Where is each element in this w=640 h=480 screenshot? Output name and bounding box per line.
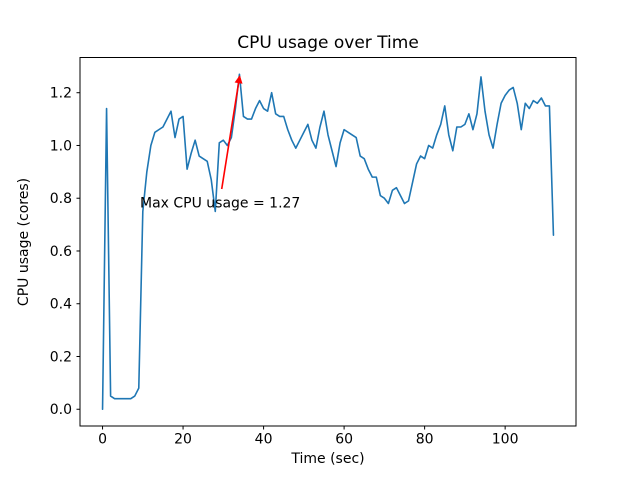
- y-tick-label: 0.0: [50, 402, 72, 418]
- y-tick-label: 0.8: [50, 191, 72, 207]
- cpu-usage-line: [101, 73, 555, 411]
- x-tick-label: 60: [335, 432, 353, 448]
- y-tick-label: 0.6: [50, 244, 72, 260]
- x-axis-label: Time (sec): [290, 451, 364, 467]
- y-tick-label: 0.4: [50, 297, 72, 313]
- y-axis-label: CPU usage (cores): [16, 178, 32, 306]
- y-tick-label: 1.0: [50, 138, 72, 154]
- annotation-arrow: [220, 75, 243, 190]
- axes-spines: [79, 57, 577, 427]
- y-tick-label: 0.2: [50, 349, 72, 365]
- plot-area: 0 20 40 60 80 100 0.0 0.2 0.4 0.6 0.8 1.0 1.2: [50, 57, 577, 448]
- x-tick-label: 0: [98, 432, 107, 448]
- chart-title: CPU usage over Time: [237, 33, 419, 53]
- y-tick-label: 1.2: [50, 86, 72, 102]
- x-tick-label: 100: [492, 432, 519, 448]
- x-tick-label: 20: [174, 432, 192, 448]
- x-tick-label: 80: [416, 432, 434, 448]
- annotation-text: Max CPU usage = 1.27: [140, 196, 300, 212]
- x-tick-label: 40: [255, 432, 273, 448]
